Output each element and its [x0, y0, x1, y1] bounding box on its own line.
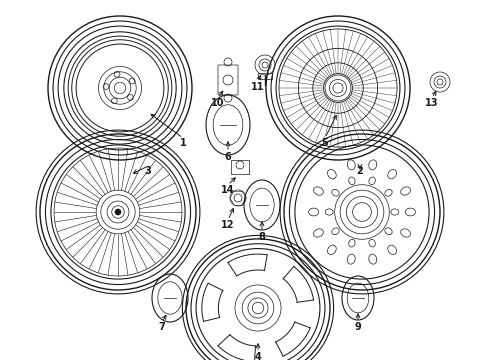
Text: 12: 12 — [221, 220, 235, 230]
Text: 11: 11 — [251, 82, 265, 92]
Bar — [258, 73, 272, 79]
Text: 3: 3 — [145, 166, 151, 176]
Circle shape — [115, 209, 121, 215]
Text: 10: 10 — [211, 98, 225, 108]
Bar — [231, 160, 249, 174]
Text: 2: 2 — [357, 166, 364, 176]
Text: 5: 5 — [321, 138, 328, 148]
Text: 6: 6 — [224, 152, 231, 162]
Text: 8: 8 — [259, 232, 266, 242]
Text: 14: 14 — [221, 185, 235, 195]
Text: 1: 1 — [180, 138, 186, 148]
Text: 7: 7 — [159, 322, 166, 332]
Text: 4: 4 — [255, 352, 261, 360]
Text: 9: 9 — [355, 322, 362, 332]
Text: 13: 13 — [425, 98, 439, 108]
